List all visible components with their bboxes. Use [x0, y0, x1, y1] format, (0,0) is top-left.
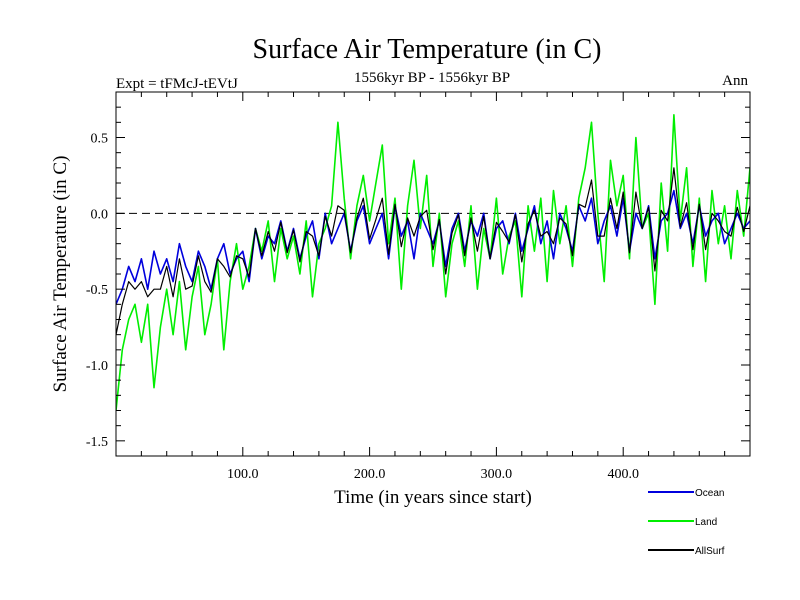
series-line-land	[116, 114, 750, 411]
y-axis-label: Surface Air Temperature (in C)	[50, 156, 71, 393]
period-label: 1556kyr BP - 1556kyr BP	[354, 70, 510, 86]
tick-layer: 100.0 200.0 300.0 400.0 -1.5 -1.0 -0.5 0.0 0.5	[86, 91, 750, 482]
legend: Ocean Land AllSurf	[648, 488, 725, 557]
series-line-allsurf	[116, 167, 750, 335]
x-tick-label: 200.0	[354, 467, 386, 482]
x-tick-label: 400.0	[607, 467, 639, 482]
chart-title: Surface Air Temperature (in C)	[253, 34, 602, 65]
y-tick-label: 0.0	[91, 207, 109, 222]
x-tick-label: 100.0	[227, 467, 259, 482]
x-axis-label: Time (in years since start)	[334, 487, 532, 508]
y-tick-label: -0.5	[86, 283, 108, 298]
y-tick-label: -1.0	[86, 359, 108, 374]
legend-label-land: Land	[695, 517, 717, 528]
legend-label-allsurf: AllSurf	[695, 546, 725, 557]
series-layer	[116, 114, 750, 411]
legend-label-ocean: Ocean	[695, 488, 724, 499]
season-label: Ann	[722, 73, 748, 89]
y-tick-label: -1.5	[86, 435, 108, 450]
y-tick-label: 0.5	[91, 132, 109, 147]
x-tick-label: 300.0	[481, 467, 513, 482]
plot-frame	[115, 91, 751, 457]
experiment-label: Expt = tFMcJ-tEVtJ	[116, 76, 238, 92]
